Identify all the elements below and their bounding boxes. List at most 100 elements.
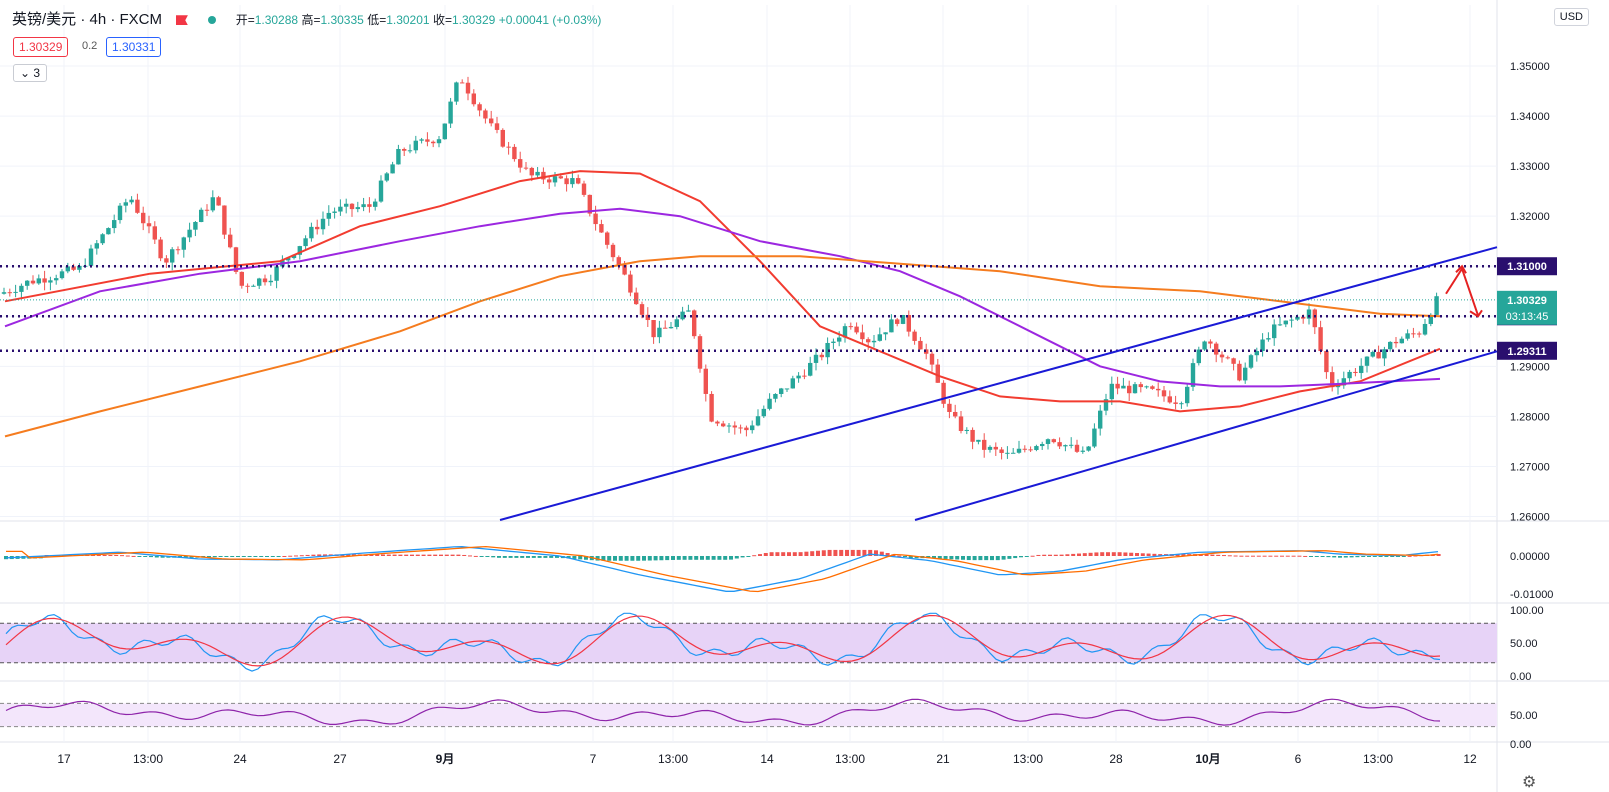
macd-histogram-bar	[955, 556, 960, 560]
macd-histogram-bar	[1146, 553, 1151, 556]
macd-histogram-bar	[259, 556, 264, 557]
currency-button[interactable]: USD	[1553, 8, 1589, 26]
candle-body	[750, 425, 755, 431]
time-tick-label: 12	[1463, 752, 1477, 766]
candle-body	[518, 159, 523, 168]
macd-histogram-bar	[1216, 554, 1221, 556]
macd-histogram-bar	[1222, 555, 1226, 557]
candle-body	[970, 429, 975, 442]
macd-histogram-bar	[862, 549, 867, 556]
macd-histogram-bar	[1407, 555, 1412, 557]
candle-body	[941, 382, 946, 404]
macd-histogram-bar	[1436, 554, 1441, 556]
macd-histogram-bar	[520, 556, 525, 558]
candle-body	[199, 209, 204, 223]
macd-histogram-bar	[885, 552, 890, 556]
macd-histogram-bar	[1280, 555, 1284, 557]
macd-histogram-bar	[549, 556, 554, 558]
candle-body	[100, 234, 105, 244]
macd-histogram-bar	[908, 556, 913, 559]
candle-body	[645, 314, 650, 321]
macd-histogram-bar	[1268, 555, 1273, 557]
candle-body	[692, 310, 697, 337]
last-price-box	[1497, 290, 1557, 325]
candle-body	[703, 368, 708, 394]
macd-histogram-bar	[1227, 555, 1232, 557]
macd-histogram-bar	[189, 556, 194, 558]
macd-histogram-bar	[1152, 553, 1157, 556]
candle-body	[442, 123, 447, 140]
macd-histogram-bar	[717, 556, 722, 560]
macd-histogram-bar	[247, 556, 252, 557]
candle-body	[1370, 351, 1375, 357]
macd-histogram-bar	[265, 556, 269, 557]
price-tick-label: 1.34000	[1510, 111, 1550, 123]
macd-histogram-bar	[508, 556, 513, 558]
candle-body	[721, 423, 726, 427]
macd-histogram-bar	[636, 556, 641, 561]
macd-histogram-bar	[207, 556, 211, 558]
candle-body	[262, 278, 268, 283]
macd-histogram-bar	[1274, 555, 1279, 557]
macd-histogram-bar	[1384, 556, 1389, 557]
candle-body	[709, 393, 714, 422]
candle-body	[825, 342, 830, 358]
candle-body	[1405, 333, 1410, 339]
candle-body	[483, 110, 488, 119]
candle-body	[773, 393, 778, 399]
candle-body	[860, 332, 865, 340]
macd-histogram-bar	[1071, 553, 1076, 556]
buy-price-button[interactable]: 1.30331	[106, 37, 162, 57]
macd-histogram-bar	[705, 556, 710, 560]
candle-body	[1103, 399, 1109, 411]
candle-body	[668, 326, 674, 329]
macd-histogram-bar	[763, 552, 768, 556]
last-price-label: 1.30329	[1507, 295, 1547, 307]
candle-body	[1080, 450, 1085, 452]
time-tick-label: 24	[233, 752, 247, 766]
candle-body	[1034, 446, 1039, 450]
macd-histogram-bar	[473, 555, 478, 557]
macd-histogram-bar	[392, 554, 397, 556]
price-tick-label: 1.32000	[1510, 211, 1550, 223]
candle-body	[77, 265, 82, 270]
candle-body	[1092, 428, 1097, 447]
macd-histogram-bar	[352, 554, 356, 556]
candle-body	[726, 425, 732, 427]
macd-histogram-bar	[1396, 556, 1400, 557]
macd-histogram-bar	[1285, 555, 1290, 557]
macd-histogram-bar	[1158, 554, 1163, 556]
candle-body	[1057, 442, 1062, 447]
candle-body	[413, 140, 418, 151]
indicator-toggle-button[interactable]: ⌄ 3	[13, 64, 48, 82]
macd-histogram-bar	[427, 554, 432, 556]
stoch-d-line	[5, 614, 1441, 667]
market-status-icon	[207, 16, 216, 25]
macd-histogram-bar	[798, 552, 803, 556]
candle-body	[1248, 355, 1254, 368]
gear-icon[interactable]: ⚙	[1522, 774, 1537, 791]
sell-price-button[interactable]: 1.30329	[13, 37, 69, 57]
macd-histogram-bar	[1065, 554, 1070, 556]
candle-body	[1074, 444, 1080, 452]
candle-body	[883, 332, 888, 335]
candle-body	[1086, 446, 1091, 451]
macd-histogram-bar	[642, 556, 646, 561]
candle-body	[291, 254, 297, 259]
macd-histogram-bar	[421, 554, 426, 556]
price-tick-label: 1.28000	[1510, 411, 1550, 423]
candle-body	[657, 327, 662, 338]
candle-body	[303, 238, 308, 247]
candle-body	[117, 205, 123, 221]
symbol-title[interactable]: 英镑/美元 · 4h · FXCM	[12, 11, 163, 28]
macd-histogram-bar	[1245, 555, 1250, 557]
candle-body	[344, 203, 349, 207]
macd-histogram-bar	[734, 556, 739, 559]
time-tick-label: 17	[57, 752, 71, 766]
candle-body	[1016, 448, 1022, 453]
candle-body	[170, 249, 175, 263]
candle-body	[164, 258, 169, 263]
candle-body	[251, 285, 256, 287]
macd-histogram-bar	[1256, 555, 1261, 557]
